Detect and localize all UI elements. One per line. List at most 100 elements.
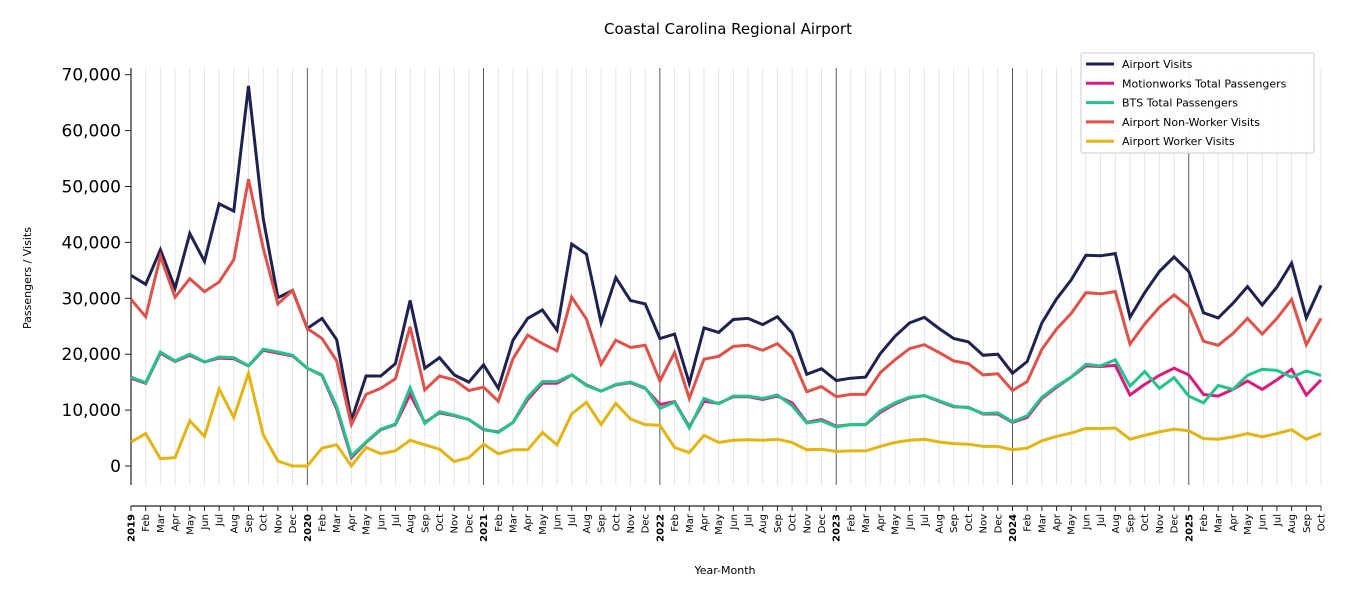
- x-tick-label: Sep: [1302, 514, 1313, 533]
- x-tick-label: Mar: [508, 513, 519, 533]
- year-divider-lines: [130, 68, 1190, 485]
- y-tick-label: 40,000: [62, 233, 121, 253]
- x-tick-label: Apr: [876, 513, 887, 531]
- x-tick-label: Sep: [773, 514, 784, 533]
- x-tick-label: Jun: [553, 514, 564, 531]
- x-tick-label: Jul: [391, 514, 402, 527]
- y-tick-label: 10,000: [62, 401, 121, 421]
- x-tick-label: Oct: [788, 514, 799, 531]
- y-tick-label: 30,000: [62, 289, 121, 309]
- x-tick-label: Nov: [626, 514, 637, 534]
- x-tick-label: Nov: [1155, 514, 1166, 534]
- x-tick-label: Feb: [846, 514, 857, 532]
- series-airport-non-worker-visits: [129, 178, 1323, 430]
- x-tick-label: Jun: [729, 514, 740, 531]
- x-tick-label: Feb: [494, 514, 505, 532]
- x-tick-label: May: [185, 514, 196, 535]
- x-tick-label: Sep: [1126, 514, 1137, 533]
- x-tick-label: Apr: [347, 513, 358, 531]
- x-tick-label: Apr: [1228, 513, 1239, 531]
- x-tick-label: May: [1243, 514, 1254, 535]
- x-tick-label: Nov: [450, 514, 461, 534]
- x-tick-label: Jul: [1272, 514, 1283, 527]
- x-tick-label: 2021: [479, 514, 490, 542]
- x-tick-label: Jul: [567, 514, 578, 527]
- x-tick-label: Nov: [273, 514, 284, 534]
- x-tick-label: Sep: [420, 514, 431, 533]
- x-tick-label: Nov: [979, 514, 990, 534]
- y-tick-label: 60,000: [62, 122, 121, 142]
- chart-title: Coastal Carolina Regional Airport: [604, 20, 852, 38]
- x-tick-label: Jun: [905, 514, 916, 531]
- x-tick-label: Feb: [670, 514, 681, 532]
- x-tick-label: Mar: [156, 513, 167, 533]
- x-tick-label: Jul: [744, 514, 755, 527]
- x-tick-label: Apr: [171, 513, 182, 531]
- x-tick-label: Mar: [1037, 513, 1048, 533]
- x-tick-label: Dec: [641, 514, 652, 533]
- x-tick-label: Jun: [200, 514, 211, 531]
- x-tick-label: Dec: [993, 514, 1004, 533]
- x-tick-label: Aug: [582, 514, 593, 534]
- x-tick-label: Sep: [244, 514, 255, 533]
- x-axis: 2019 Feb Mar Apr May Jun Jul Aug Sep Oct Nov Dec 202…: [127, 505, 1328, 542]
- x-tick-label: Aug: [758, 514, 769, 534]
- x-tick-label: 2023: [832, 514, 843, 542]
- x-tick-label: Feb: [141, 514, 152, 532]
- x-tick-label: Apr: [523, 513, 534, 531]
- x-tick-label: Oct: [611, 514, 622, 531]
- x-tick-label: Sep: [597, 514, 608, 533]
- legend-label: Airport Worker Visits: [1122, 135, 1235, 148]
- x-tick-label: Feb: [1023, 514, 1034, 532]
- x-tick-label: Nov: [802, 514, 813, 534]
- x-tick-label: Dec: [464, 514, 475, 533]
- x-tick-label: Mar: [861, 513, 872, 533]
- x-tick-label: Aug: [1111, 514, 1122, 534]
- x-tick-label: 2024: [1008, 514, 1019, 542]
- x-tick-label: Mar: [685, 513, 696, 533]
- x-tick-label: Oct: [435, 514, 446, 531]
- y-tick-label: 0: [110, 457, 121, 477]
- x-tick-label: Aug: [1287, 514, 1298, 534]
- x-tick-label: Feb: [317, 514, 328, 532]
- x-axis-label: Year-Month: [693, 564, 755, 577]
- legend-label: Airport Visits: [1122, 58, 1193, 71]
- x-tick-label: Oct: [259, 514, 270, 531]
- x-tick-label: Mar: [1214, 513, 1225, 533]
- y-tick-label: 50,000: [62, 178, 121, 198]
- x-tick-label: May: [362, 514, 373, 535]
- x-tick-label: Jun: [1258, 514, 1269, 531]
- x-tick-label: Dec: [288, 514, 299, 533]
- x-tick-label: Aug: [229, 514, 240, 534]
- y-tick-label: 20,000: [62, 345, 121, 365]
- x-tick-label: Oct: [1140, 514, 1151, 531]
- x-tick-label: Oct: [1317, 514, 1328, 531]
- x-tick-label: Sep: [949, 514, 960, 533]
- x-tick-label: Feb: [1199, 514, 1210, 532]
- x-tick-label: Dec: [1170, 514, 1181, 533]
- x-tick-label: Oct: [964, 514, 975, 531]
- x-tick-label: 2019: [127, 514, 138, 542]
- x-tick-label: Jul: [215, 514, 226, 527]
- x-tick-label: May: [890, 514, 901, 535]
- x-tick-label: 2025: [1184, 514, 1195, 542]
- x-tick-label: Jun: [1081, 514, 1092, 531]
- y-axis-label: Passengers / Visits: [21, 227, 34, 329]
- x-tick-label: Jul: [920, 514, 931, 527]
- x-tick-label: Aug: [935, 514, 946, 534]
- y-tick-label: 70,000: [62, 66, 121, 86]
- series-bts-total-passengers: [130, 347, 1322, 459]
- x-tick-label: Mar: [332, 513, 343, 533]
- x-tick-label: Aug: [406, 514, 417, 534]
- x-tick-label: May: [1067, 514, 1078, 535]
- legend: Airport Visits Motionworks Total Passenge…: [1080, 52, 1315, 154]
- y-axis: 0 10,000 20,000 30,000 40,000 50,000 60,000 70,…: [62, 66, 132, 485]
- x-tick-label: 2020: [303, 514, 314, 542]
- x-tick-label: Apr: [1052, 513, 1063, 531]
- series-lines: [129, 85, 1323, 469]
- legend-label: BTS Total Passengers: [1122, 97, 1238, 110]
- x-tick-label: Dec: [817, 514, 828, 533]
- series-airport-visits: [130, 85, 1323, 421]
- legend-box: [1080, 52, 1315, 154]
